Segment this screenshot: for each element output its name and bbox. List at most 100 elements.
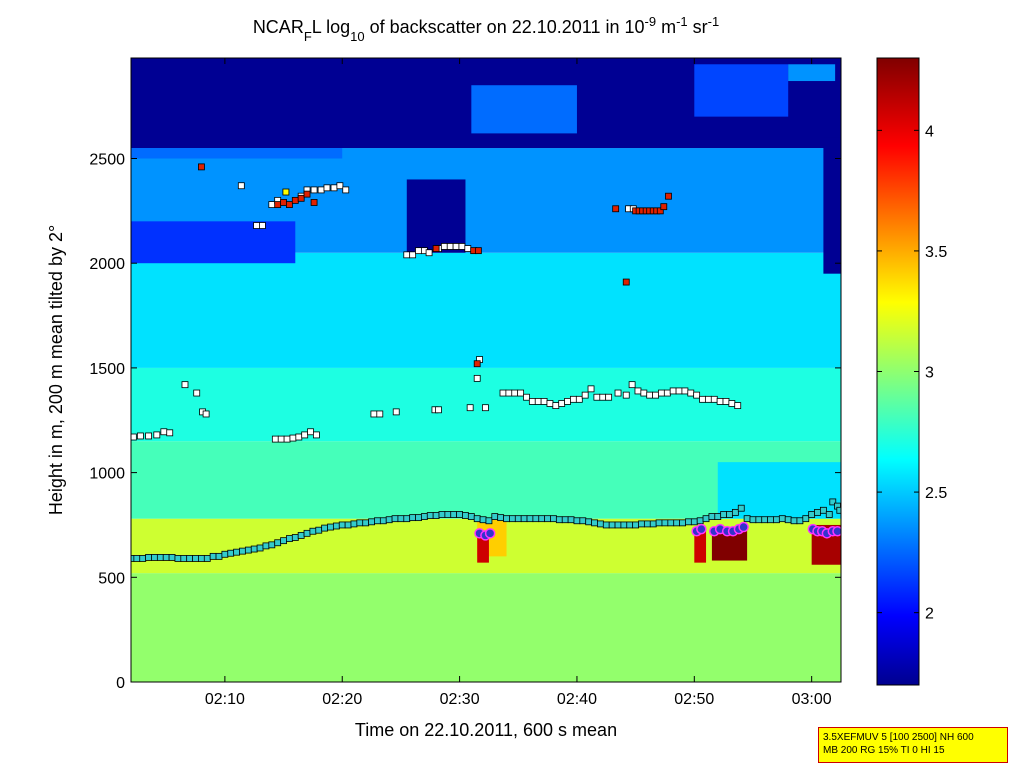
mixing-layer-height-point <box>156 554 164 561</box>
mixing-layer-height-point <box>192 555 199 562</box>
aerosol-layer-top-point <box>640 389 648 397</box>
aerosol-layer-top-point <box>473 374 481 382</box>
layer-markers <box>131 163 841 562</box>
cloud-layer-point <box>280 199 287 206</box>
cloud-layer-point <box>274 201 282 208</box>
mixing-layer-height-point <box>244 546 252 554</box>
aerosol-layer-top-point <box>570 395 577 403</box>
blue-circle-markers-point <box>484 528 496 539</box>
mixing-layer-height-point <box>174 555 182 562</box>
field-band <box>131 252 841 368</box>
mixing-layer-height-point <box>550 515 557 523</box>
aerosol-layer-top-point <box>517 389 525 397</box>
cloud-layer-point <box>473 360 481 368</box>
mixing-layer-height-point <box>836 506 841 514</box>
mixing-layer-height-point <box>473 515 481 523</box>
aerosol-layer-top-point <box>511 389 519 397</box>
aerosol-layer-top-point <box>289 434 297 442</box>
mixing-layer-height-point <box>526 515 534 523</box>
info-box: 3.5XEFMUV 5 [100 2500] NH 600 MB 200 RG … <box>818 727 1008 763</box>
cloud-layer-point <box>291 196 299 204</box>
aerosol-layer-top-point <box>614 389 622 397</box>
aerosol-layer-top-point <box>734 402 742 409</box>
aerosol-layer-top-point <box>323 184 331 192</box>
mixing-layer-height-point <box>749 516 757 524</box>
mixing-layer-height-point <box>385 516 393 524</box>
aerosol-layer-top-point <box>552 402 560 409</box>
mixing-layer-height-point <box>520 515 528 523</box>
aerosol-layer-top-point <box>687 389 695 397</box>
mixing-layer-height-point <box>632 521 640 529</box>
aerosol-layer-top-point <box>202 410 210 418</box>
mixing-layer-height-point <box>397 515 405 523</box>
cloud-layer-point <box>198 163 205 171</box>
aerosol-layer-top-point <box>136 432 144 440</box>
mixing-layer-height-point <box>291 534 299 541</box>
aerosol-layer-top-point <box>558 400 566 407</box>
mixing-layer-height-point <box>755 516 763 524</box>
field-patch <box>131 221 296 264</box>
mixing-layer-height-point <box>139 555 147 562</box>
y-tick-label: 1000 <box>89 466 125 483</box>
aerosol-layer-top-point <box>622 391 630 399</box>
aerosol-layer-top-point <box>599 393 607 401</box>
mixing-layer-height-point <box>685 518 692 526</box>
mixing-layer-height-point <box>309 527 317 535</box>
mixing-layer-height-point <box>356 519 364 527</box>
mixing-layer-height-point <box>315 526 323 534</box>
aerosol-layer-top-point <box>271 435 279 443</box>
mixing-layer-height-point <box>573 517 581 525</box>
cloud-layer-point <box>622 278 630 286</box>
aerosol-layer-top-point <box>440 243 448 250</box>
mixing-layer-height-point <box>409 514 417 522</box>
aerosol-layer-top-point <box>295 433 303 441</box>
mixing-layer-height-point <box>626 521 634 529</box>
field-patch <box>471 85 577 134</box>
field-patch <box>788 64 836 82</box>
field-patch <box>131 148 343 159</box>
mixing-layer-height-point <box>479 516 487 524</box>
mixing-layer-height-point <box>491 513 499 520</box>
mixing-layer-height-point <box>198 555 205 562</box>
aerosol-layer-top-point <box>330 184 338 192</box>
aerosol-layer-top-point <box>313 431 320 439</box>
aerosol-layer-top-point <box>663 389 671 397</box>
cloud-layer-point <box>660 203 668 211</box>
mixing-layer-height-point <box>696 517 704 525</box>
mixing-layer-height-point <box>585 518 593 526</box>
info-line-2: MB 200 RG 15% TI 0 HI 15 <box>823 745 945 756</box>
x-axis: 02:10 02:20 02:30 02:40 02:50 03:00 <box>205 58 832 708</box>
mixing-layer-height-point <box>655 519 663 527</box>
mixing-layer-height-point <box>802 515 810 523</box>
mixing-layer-height-point <box>280 537 287 545</box>
mixing-layer-height-point <box>643 520 651 528</box>
aerosol-layer-top-point <box>283 435 291 443</box>
mixing-layer-height-point <box>808 511 816 518</box>
mixing-layer-height-point <box>374 517 381 525</box>
aerosol-layer-top-point <box>499 389 507 397</box>
aerosol-layer-top-point <box>425 249 433 257</box>
mixing-layer-height-point <box>726 511 733 518</box>
mixing-layer-height-point <box>714 513 722 520</box>
aerosol-layer-top-point <box>259 222 266 229</box>
mixing-layer-height-point <box>614 521 622 529</box>
mixing-layer-height-point <box>790 517 798 525</box>
mixing-layer-height-point <box>286 535 293 542</box>
mixing-layer-height-point <box>532 515 540 523</box>
x-tick-label: 02:40 <box>557 691 597 708</box>
colorbar-tick-label: 4 <box>925 123 934 140</box>
aerosol-layer-top-point <box>699 395 706 403</box>
mixing-layer-height-point <box>561 516 569 524</box>
aerosol-layer-top-point <box>540 398 548 405</box>
x-tick-label: 02:30 <box>440 691 480 708</box>
x-tick-label: 02:20 <box>322 691 362 708</box>
aerosol-layer-top-point <box>409 251 417 259</box>
mixing-layer-height-point <box>467 513 475 520</box>
aerosol-layer-top-point <box>253 222 260 229</box>
mixing-layer-height-point <box>743 515 751 523</box>
colorbar-tick-label: 2 <box>925 606 934 623</box>
aerosol-layer-top-point <box>528 398 536 405</box>
mixing-layer-height-point <box>673 519 681 527</box>
mixing-layer-height-point <box>638 520 645 528</box>
aerosol-layer-top-point <box>482 404 489 412</box>
